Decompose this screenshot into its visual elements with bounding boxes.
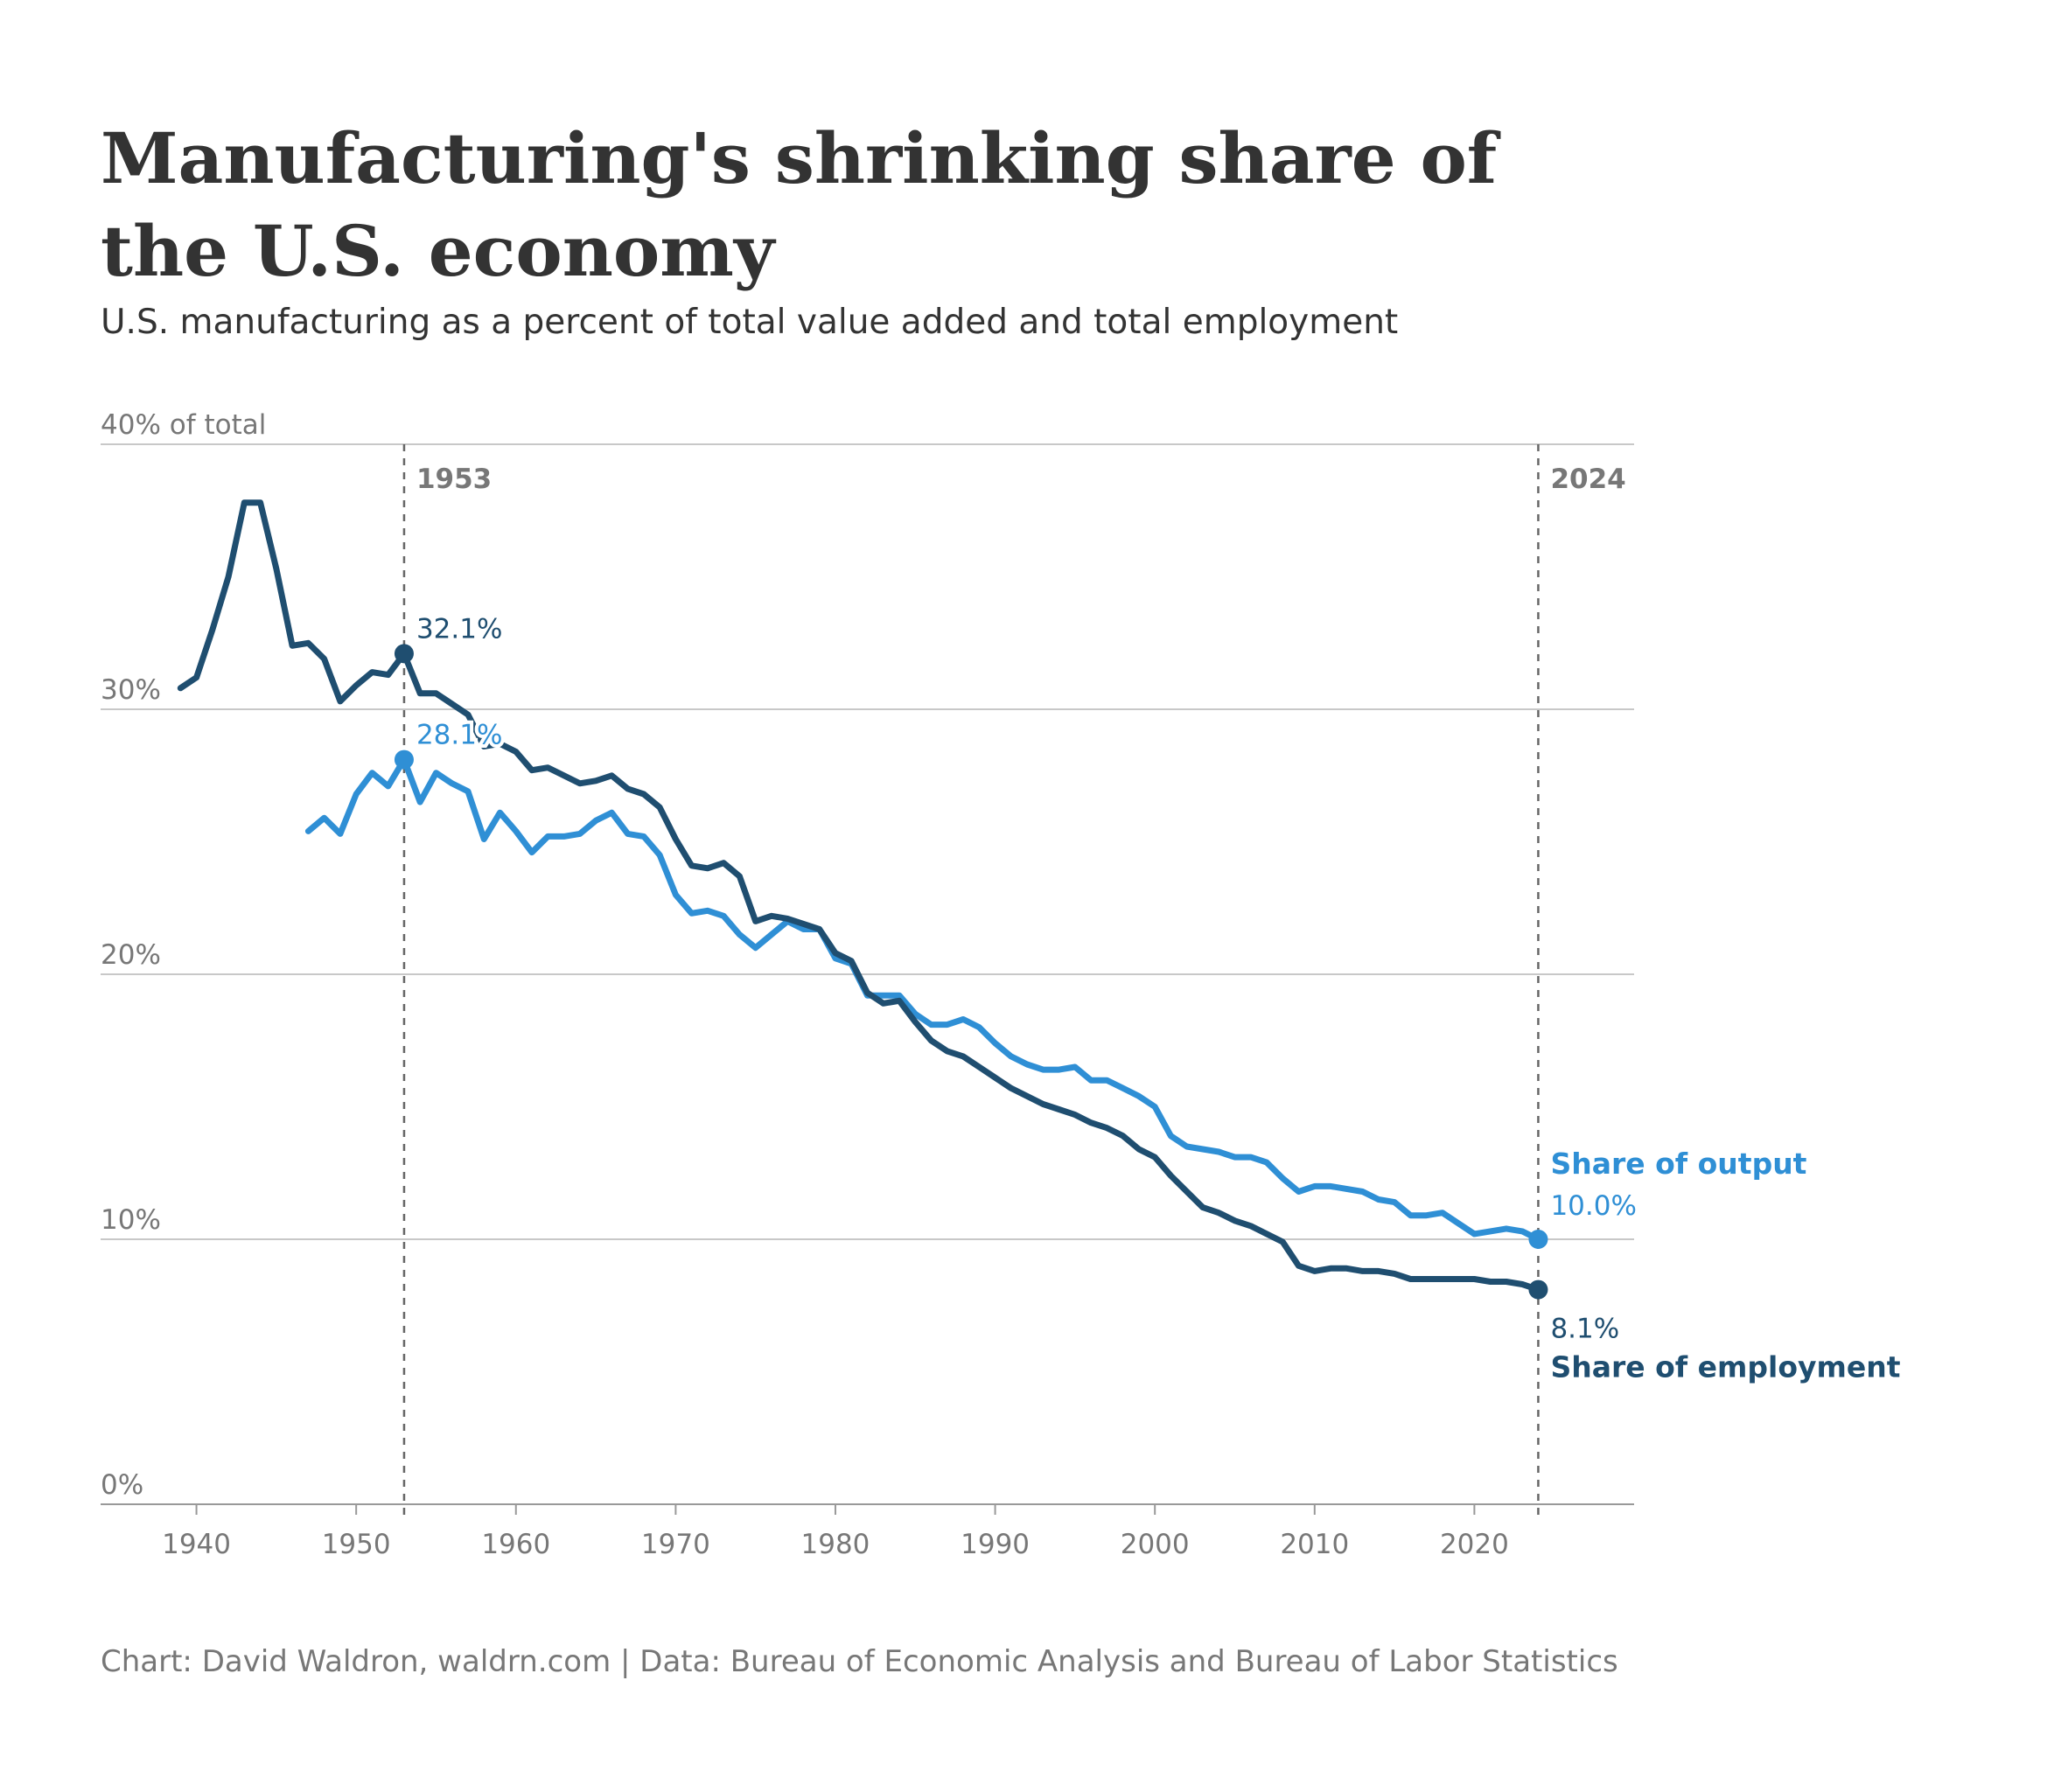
value-label: 10.0% [1550, 1190, 1636, 1222]
x-tick-label: 2010 [1280, 1529, 1349, 1560]
gridlines [101, 443, 1634, 1505]
value-label: 28.1% [416, 720, 502, 751]
series-label: Share of output [1550, 1147, 1806, 1181]
highlight-points [394, 644, 1548, 1300]
series-line [304, 757, 1541, 1243]
x-tick-label: 1980 [801, 1529, 870, 1560]
x-axis: 1940 1950 1960 1970 1980 1990 2000 2010 2020 [162, 1504, 1509, 1560]
y-axis-labels: 0% 10% 20% 30% 40% of total [101, 409, 266, 1501]
x-tick-label: 1940 [162, 1529, 231, 1560]
annotations: 32.1% 28.1% Share of output 10.0% 8.1% Share … [413, 613, 1901, 1384]
value-label: 8.1% [1550, 1314, 1619, 1345]
y-tick-label: 40% of total [101, 409, 266, 441]
reference-line-label: 2024 [1550, 464, 1625, 495]
x-tick-label: 2020 [1440, 1529, 1509, 1560]
chart-title: Manufacturing's shrinking share of the U… [101, 117, 1498, 292]
y-tick-label: 20% [101, 939, 161, 971]
series-label: Share of employment [1550, 1350, 1900, 1384]
x-tick-label: 1960 [481, 1529, 550, 1560]
x-tick-label: 1950 [322, 1529, 391, 1560]
reference-line-label: 1953 [416, 464, 492, 495]
reference-lines: 1953 2024 [402, 444, 1626, 1515]
highlight-point [394, 750, 414, 770]
y-tick-label: 0% [101, 1469, 143, 1501]
x-tick-label: 1990 [961, 1529, 1030, 1560]
highlight-point [1528, 1230, 1548, 1249]
value-label: 32.1% [416, 613, 502, 645]
chart-source: Chart: David Waldron, waldrn.com | Data:… [101, 1644, 1618, 1679]
highlight-point [394, 644, 414, 664]
x-tick-label: 1970 [641, 1529, 710, 1560]
series-lines [177, 499, 1541, 1293]
y-tick-label: 10% [101, 1204, 161, 1236]
highlight-point [1528, 1280, 1548, 1300]
chart-subtitle: U.S. manufacturing as a percent of total… [101, 303, 1399, 342]
x-tick-label: 2000 [1121, 1529, 1190, 1560]
y-tick-label: 30% [101, 674, 161, 706]
series-line [177, 499, 1541, 1293]
